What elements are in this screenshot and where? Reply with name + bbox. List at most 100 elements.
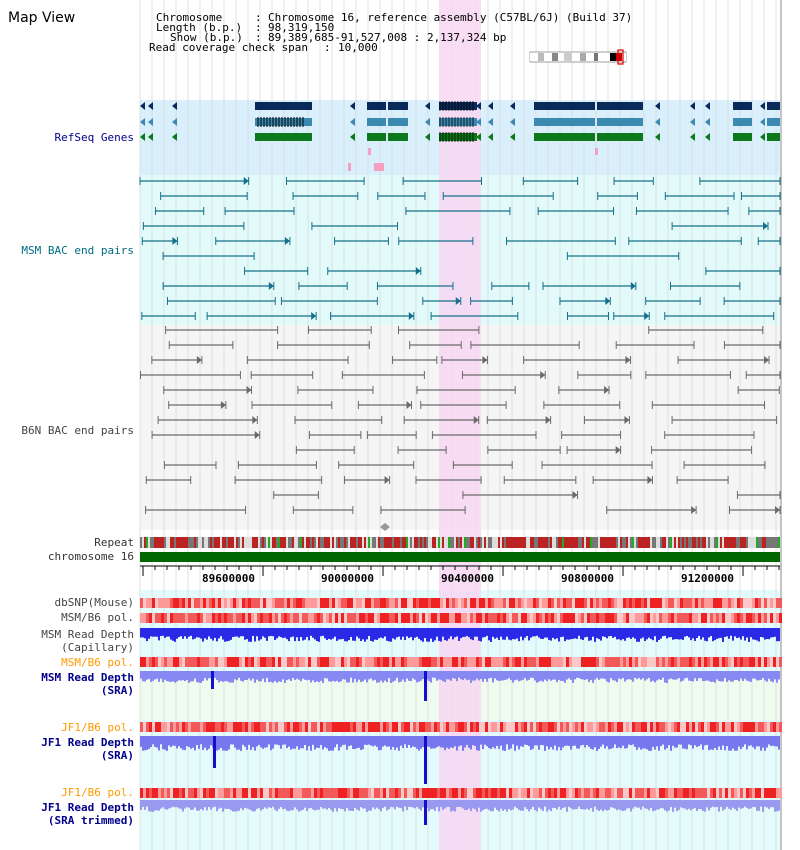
depth-bar bbox=[552, 736, 554, 750]
depth-bar bbox=[504, 800, 506, 810]
heat-cell bbox=[596, 722, 599, 732]
depth-bar bbox=[548, 800, 550, 810]
repeat-element bbox=[144, 537, 146, 548]
heat-cell bbox=[317, 722, 320, 732]
track-label-dbsnp[interactable]: dbSNP(Mouse) bbox=[54, 596, 134, 609]
heat-cell bbox=[341, 598, 344, 608]
gene-arrow-icon bbox=[488, 118, 493, 126]
depth-bar bbox=[450, 800, 452, 812]
repeat-element bbox=[550, 537, 552, 548]
track-label-jf1-depth-trim[interactable]: JF1 Read Depth bbox=[41, 801, 134, 814]
heat-cell bbox=[407, 788, 410, 798]
depth-bar bbox=[650, 800, 652, 808]
depth-bar bbox=[688, 736, 690, 745]
depth-bar bbox=[716, 671, 718, 680]
track-label-b6n-bac[interactable]: B6N BAC end pairs bbox=[21, 424, 134, 437]
depth-bar bbox=[706, 736, 708, 745]
bac-arrow-icon bbox=[268, 282, 274, 290]
depth-bar bbox=[270, 671, 272, 682]
depth-bar bbox=[642, 671, 644, 679]
bac-arrow-icon bbox=[406, 401, 412, 409]
repeat-element bbox=[184, 537, 186, 548]
depth-bar bbox=[736, 800, 738, 811]
depth-bar bbox=[152, 736, 154, 745]
depth-bar bbox=[664, 800, 666, 811]
repeat-element bbox=[564, 537, 566, 548]
track-label-msm-b6-pol-2[interactable]: MSM/B6 pol. bbox=[61, 656, 134, 669]
depth-bar bbox=[338, 736, 340, 751]
depth-bar bbox=[620, 736, 622, 749]
heat-cell bbox=[671, 657, 674, 667]
heat-cell bbox=[566, 657, 569, 667]
repeat-element bbox=[222, 537, 224, 548]
heat-cell bbox=[581, 598, 584, 608]
depth-bar bbox=[488, 736, 490, 748]
heat-cell bbox=[173, 657, 176, 667]
repeat-element bbox=[400, 537, 402, 548]
depth-bar bbox=[714, 800, 716, 808]
repeat-element bbox=[506, 537, 508, 548]
depth-bar bbox=[292, 671, 294, 679]
depth-bar bbox=[622, 671, 624, 678]
track-label-msm-depth-sra[interactable]: MSM Read Depth bbox=[41, 671, 134, 684]
depth-bar bbox=[678, 736, 680, 745]
b6n-marker-icon bbox=[380, 523, 390, 531]
heat-cell bbox=[317, 598, 320, 608]
heat-cell bbox=[602, 722, 605, 732]
heat-cell bbox=[671, 598, 674, 608]
track-label-refseq[interactable]: RefSeq Genes bbox=[54, 131, 134, 144]
heat-cell bbox=[689, 598, 692, 608]
heat-cell bbox=[380, 657, 383, 667]
repeat-element bbox=[302, 537, 304, 548]
track-label-msm-bac[interactable]: MSM BAC end pairs bbox=[21, 244, 134, 257]
repeat-element bbox=[596, 537, 598, 548]
depth-bar bbox=[190, 736, 192, 749]
depth-bar bbox=[708, 736, 710, 751]
depth-bar bbox=[198, 800, 200, 811]
repeat-element bbox=[616, 537, 618, 548]
heat-cell bbox=[647, 722, 650, 732]
gene-arrow-icon bbox=[476, 133, 481, 141]
track-label-jf1-depth-sra[interactable]: JF1 Read Depth bbox=[41, 736, 134, 749]
repeat-element bbox=[734, 537, 736, 548]
depth-bar bbox=[552, 671, 554, 680]
heat-cell bbox=[587, 598, 590, 608]
heat-cell bbox=[191, 613, 194, 623]
heat-cell bbox=[656, 613, 659, 623]
track-label-msm-depth-cap[interactable]: MSM Read Depth bbox=[41, 628, 134, 641]
heat-cell bbox=[407, 613, 410, 623]
depth-bar bbox=[762, 800, 764, 812]
heat-cell bbox=[533, 613, 536, 623]
heat-cell bbox=[761, 788, 764, 798]
heat-cell bbox=[290, 613, 293, 623]
heat-cell bbox=[230, 613, 233, 623]
repeat-element bbox=[164, 537, 166, 548]
repeat-element bbox=[350, 537, 352, 548]
track-label-msm-b6-pol[interactable]: MSM/B6 pol. bbox=[61, 611, 134, 624]
heat-cell bbox=[779, 788, 782, 798]
repeat-element bbox=[146, 537, 148, 548]
ideogram-band bbox=[564, 53, 572, 61]
heat-cell bbox=[374, 657, 377, 667]
depth-bar bbox=[638, 736, 640, 748]
heat-cell bbox=[590, 657, 593, 667]
heat-cell bbox=[539, 722, 542, 732]
heat-cell bbox=[620, 613, 623, 623]
track-label-repeat[interactable]: Repeat bbox=[94, 536, 134, 549]
repeat-element bbox=[298, 537, 300, 548]
track-label-jf1-b6-pol[interactable]: JF1/B6 pol. bbox=[61, 721, 134, 734]
track-label-jf1-b6-pol-2[interactable]: JF1/B6 pol. bbox=[61, 786, 134, 799]
repeat-element bbox=[268, 537, 270, 548]
depth-bar bbox=[164, 800, 166, 810]
depth-bar bbox=[384, 736, 386, 746]
heat-cell bbox=[410, 598, 413, 608]
depth-bar bbox=[496, 800, 498, 810]
depth-bar bbox=[488, 628, 490, 641]
depth-bar bbox=[408, 628, 410, 639]
heat-cell bbox=[494, 657, 497, 667]
depth-bar bbox=[652, 628, 654, 641]
depth-bar bbox=[532, 628, 534, 637]
depth-bar bbox=[372, 628, 374, 642]
heat-cell bbox=[467, 722, 470, 732]
